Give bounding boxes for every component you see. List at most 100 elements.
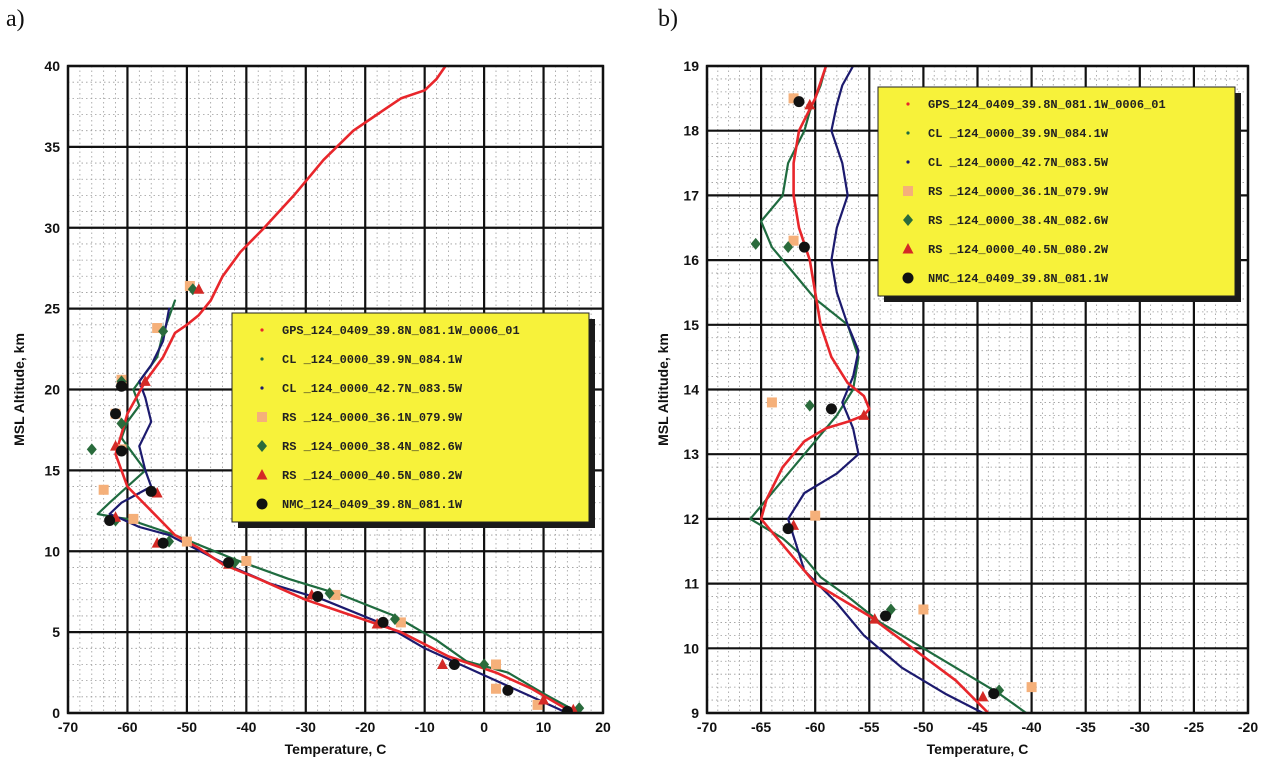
data-point [223,557,234,569]
plot-frame [66,64,605,715]
x-tick-label: -40 [1021,719,1041,735]
data-layer [749,66,1037,713]
data-point [532,699,543,710]
legend-entry: RS _124_0000_36.1N_079.9W [282,411,463,425]
y-tick-label: 10 [44,543,60,559]
legend-entry: GPS_124_0409_39.8N_081.1W_0006_01 [928,98,1166,112]
y-tick-label: 10 [683,640,699,656]
legend-entry: RS _124_0000_38.4N_082.6W [928,214,1109,228]
data-point [181,536,192,547]
legend-swatch [906,160,910,164]
x-tick-label: -60 [805,719,825,735]
x-tick-label: -30 [1130,719,1150,735]
x-tick-label: -35 [1076,719,1096,735]
data-point [193,283,205,294]
data-point [152,323,163,334]
y-tick-label: 13 [683,446,699,462]
data-point [804,98,816,110]
data-point [977,690,989,702]
legend-entry: CL _124_0000_39.9N_084.1W [928,127,1109,141]
y-tick-label: 0 [52,705,60,721]
data-point [858,409,870,420]
legend-entry: GPS_124_0409_39.8N_081.1W_0006_01 [282,324,520,338]
data-point [157,537,169,549]
y-tick-label: 20 [44,382,60,398]
tick-labels: -70 -65 -60 -55 -50 -45 -40 -35 -30 -25 -20 9 10 11 12… [683,58,1258,735]
legend-swatch [260,328,264,332]
y-tick-label: 18 [683,123,699,139]
data-point [783,241,794,254]
legend-entry: RS _124_0000_36.1N_079.9W [928,185,1109,199]
series-line-gps-124-0409-39-8n-081-1w-0006-01 [759,66,990,713]
data-point [184,280,195,291]
data-point [139,375,151,386]
legend-swatch [902,272,914,284]
x-tick-label: -10 [415,719,435,735]
series-line-cl-124-0000-39-9n-084-1w [749,66,1028,713]
data-point [804,399,815,412]
data-point [86,443,97,456]
y-tick-label: 16 [683,252,699,268]
data-point [116,417,127,430]
panel-label: b) [658,6,678,32]
legend-swatch [903,214,913,226]
data-point [491,659,501,670]
series-line-gps-124-0409-39-8n-081-1w-0006-01 [114,66,575,713]
tick-labels: -70 -60 -50 -40 -30 -20 -10 0 10 20 0 5 10 15 20 25 30 35… [44,58,611,735]
x-axis-title: Temperature, C [285,741,387,757]
x-tick-label: -20 [1238,719,1258,735]
panel-a: a) -70 -60 -50 -40 -30 -20 -10 0 10 20 0 5 10 15 20 25 30… [6,6,611,757]
data-point [377,616,389,628]
data-point [1026,682,1037,693]
data-point [104,515,116,527]
legend-entry: NMC_124_0409_39.8N_081.1W [282,498,463,512]
data-point [502,684,514,696]
data-point [798,241,810,253]
x-tick-label: -70 [58,719,78,735]
legend-entry: RS _124_0000_40.5N_080.2W [928,243,1109,257]
legend-swatch [257,440,267,452]
y-tick-label: 11 [684,576,699,592]
data-point [788,93,799,104]
data-point [98,484,109,495]
legend-swatch [257,412,267,422]
x-tick-label: 0 [480,719,488,735]
x-tick-label: -25 [1184,719,1204,735]
legend-swatch [906,102,910,106]
data-point [312,591,324,603]
panel-b: b) -70 -65 -60 -55 -50 -45 -40 -35 -30 -25 -20 9 10 11… [655,6,1258,757]
data-point [788,235,799,246]
y-tick-label: 19 [683,58,699,74]
data-point [793,96,805,108]
data-point [491,683,501,694]
data-point [395,617,406,628]
data-point [110,408,122,420]
legend-box [231,312,590,523]
data-layer [86,66,585,713]
y-tick-label: 9 [691,705,699,721]
legend: GPS_124_0409_39.8N_081.1W_0006_01 CL _124… [231,312,595,528]
y-axis-title: MSL Altitude, km [11,333,27,446]
y-tick-label: 35 [44,139,60,155]
legend-box [877,86,1236,297]
x-tick-label: -70 [697,719,717,735]
data-point [918,604,929,615]
y-tick-label: 25 [44,301,60,317]
y-tick-label: 15 [683,317,699,333]
data-point [437,658,448,669]
legend: GPS_124_0409_39.8N_081.1W_0006_01 CL _124… [877,86,1241,302]
legend-entry: NMC_124_0409_39.8N_081.1W [928,272,1109,286]
x-tick-label: -50 [177,719,197,735]
x-tick-label: -60 [117,719,137,735]
data-point [330,589,341,600]
x-tick-label: -50 [913,719,933,735]
x-tick-label: -45 [967,719,987,735]
x-axis-title: Temperature, C [927,741,1029,757]
y-tick-label: 30 [44,220,60,236]
x-tick-label: -20 [355,719,375,735]
x-tick-label: 20 [595,719,611,735]
data-point [128,513,139,524]
data-point [389,613,400,626]
y-tick-label: 40 [44,58,60,74]
legend-entry: RS _124_0000_40.5N_080.2W [282,469,463,483]
